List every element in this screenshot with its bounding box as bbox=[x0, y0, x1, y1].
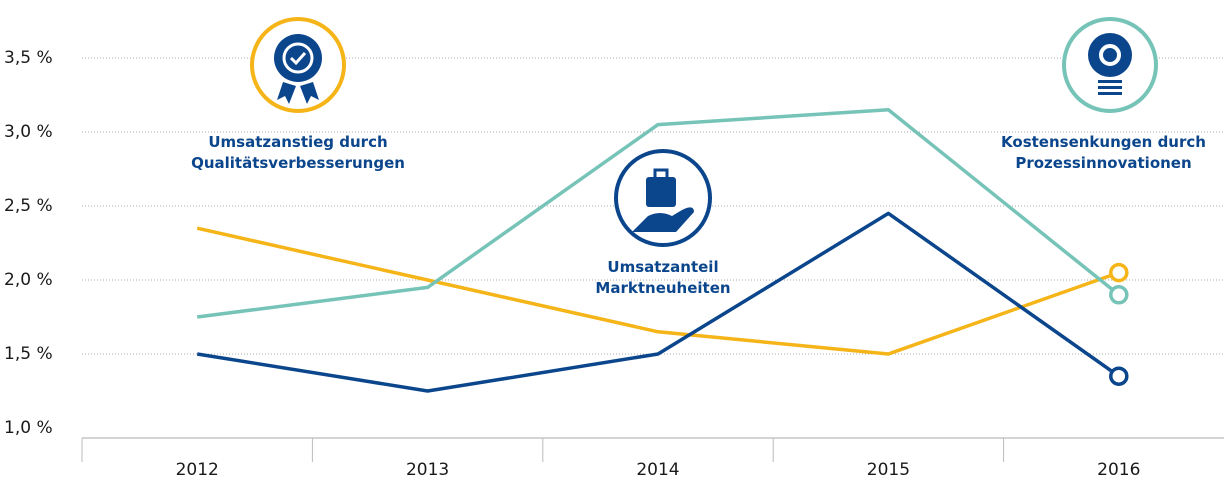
line-series bbox=[196, 211, 1120, 393]
y-tick-label: 2,0 % bbox=[4, 270, 53, 290]
y-tick-label: 1,5 % bbox=[4, 344, 53, 364]
legend-label: Umsatzanstieg durch Qualitätsverbesserun… bbox=[191, 133, 405, 172]
plot: 1,0 % 1,5 % 2,0 % 2,5 % 3,0 % 3,5 % 2012 2013 20… bbox=[4, 48, 1224, 480]
x-tick-label: 2012 bbox=[176, 460, 219, 480]
x-tick-label: 2014 bbox=[636, 460, 679, 480]
process-icon bbox=[1062, 17, 1158, 113]
end-marker bbox=[1109, 262, 1129, 283]
end-marker bbox=[1109, 366, 1129, 386]
line-series bbox=[196, 108, 1120, 319]
x-tick-label: 2013 bbox=[406, 460, 449, 480]
y-tick-label: 3,5 % bbox=[4, 48, 53, 68]
quality-icon bbox=[250, 17, 346, 113]
end-marker bbox=[1109, 285, 1129, 305]
y-tick-label: 1,0 % bbox=[4, 418, 53, 438]
line-series bbox=[196, 226, 1120, 356]
legend-label: Umsatzanteil Marktneuheiten bbox=[595, 258, 731, 297]
market-icon bbox=[614, 149, 712, 247]
y-tick-label: 2,5 % bbox=[4, 196, 53, 216]
x-tick-label: 2016 bbox=[1097, 460, 1140, 480]
x-tick-label: 2015 bbox=[867, 460, 910, 480]
legend-label: Kostensenkungen durch Prozessinnovatione… bbox=[1001, 133, 1206, 172]
y-tick-label: 3,0 % bbox=[4, 122, 53, 142]
